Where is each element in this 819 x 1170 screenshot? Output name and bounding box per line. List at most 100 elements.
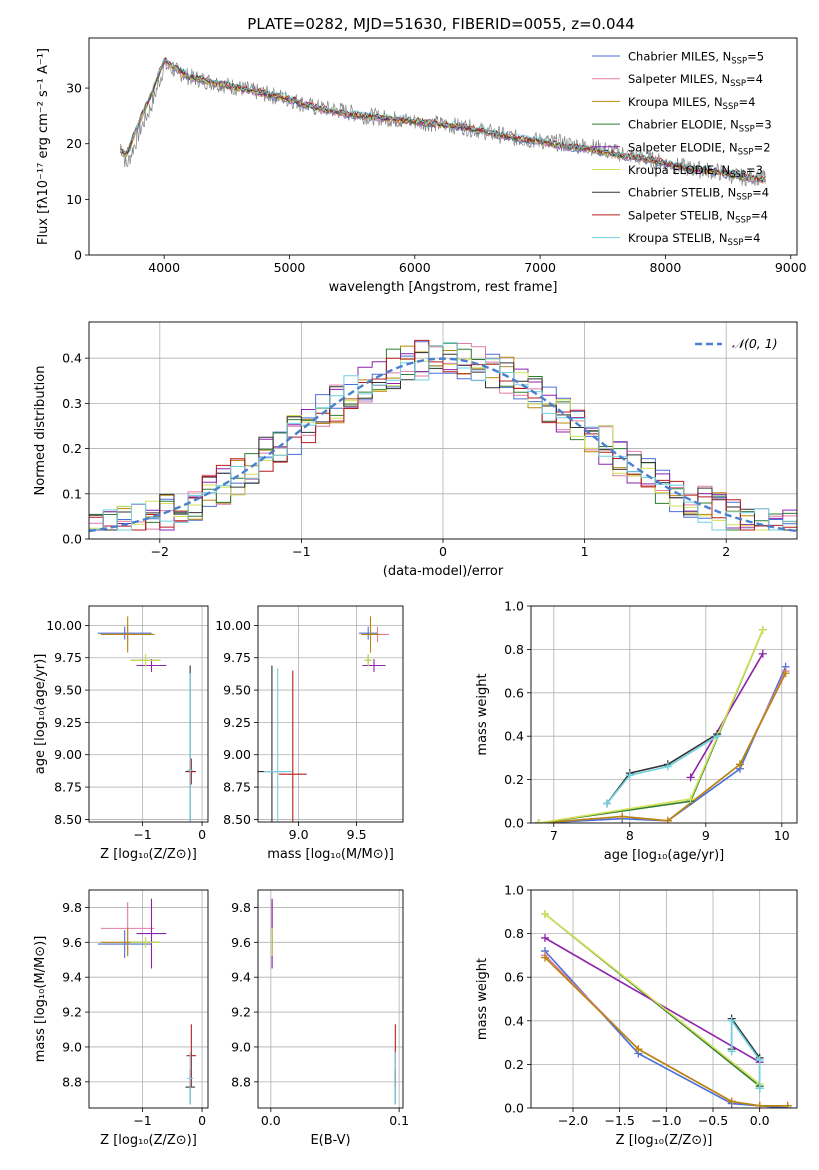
y-axis-label: age [log₁₀(age/yr)]: [33, 654, 48, 775]
mass-weight-marker: [727, 1047, 736, 1056]
mass-weight-line: [544, 913, 761, 1085]
y-tick-label: 9.4: [62, 970, 82, 985]
legend-label: Salpeter MILES, NSSP=4: [628, 72, 763, 89]
x-tick-label: 9.5: [347, 827, 367, 842]
mass-weight-marker: [781, 669, 790, 678]
y-tick-label: 10.00: [215, 618, 251, 633]
x-tick-label: −2: [151, 544, 169, 559]
mass-weight-marker: [727, 1016, 736, 1025]
mass-weight-marker: [755, 1084, 764, 1093]
y-tick-label: 0: [74, 248, 82, 263]
legend-label: Kroupa STELIB, NSSP=4: [628, 231, 760, 248]
plot-area: [119, 56, 766, 187]
axes-frame: [257, 605, 404, 823]
mass-weight-line: [538, 629, 764, 823]
legend-ssp-value: =5: [747, 50, 764, 64]
y-axis-label: mass [log₁₀(M/M⊙)]: [33, 936, 48, 1063]
legend-label: Chabrier MILES, NSSP=5: [628, 50, 764, 67]
x-tick-label: 7000: [524, 260, 556, 275]
mass-weight-marker: [758, 649, 767, 658]
y-tick-label: 9.50: [223, 683, 251, 698]
plot-area: [258, 606, 403, 822]
x-axis-label: E(B-V): [310, 1133, 350, 1148]
y-tick-label: 1.0: [504, 883, 524, 898]
axes-frame: [530, 605, 798, 824]
y-tick-label: 0.0: [504, 1101, 524, 1116]
y-tick-label: 30: [66, 81, 82, 96]
panel-mass_weight_vs_Z: −2.0 −1.5 −1.0 −0.5 0.0 0.0 0.2 0.4 0.6 0.8 1.0 Z […: [475, 883, 798, 1148]
model-spectrum-line: [120, 59, 766, 183]
mass-weight-marker: [541, 953, 549, 962]
x-axis-label: Z [log₁₀(Z/Z⊙)]: [616, 1133, 713, 1148]
y-tick-label: 9.50: [54, 683, 82, 698]
y-tick-label: 9.6: [62, 935, 82, 950]
y-tick-label: 9.4: [231, 970, 251, 985]
y-tick-label: 10: [66, 192, 82, 207]
x-axis-label: mass [log₁₀(M/M⊙)]: [267, 847, 394, 862]
y-tick-label: 9.8: [62, 900, 82, 915]
y-tick-label: 9.0: [231, 1039, 251, 1054]
plot-area: [531, 890, 797, 1108]
axes-frame: [88, 321, 798, 540]
mass-weight-line: [538, 672, 787, 823]
residual-legend: 𝒩(0, 1): [695, 336, 778, 351]
x-axis-label: wavelength [Angstrom, rest frame]: [329, 280, 558, 295]
legend-label: Chabrier ELODIE, NSSP=3: [628, 118, 772, 135]
plot-area: [89, 890, 208, 1108]
mass-weight-line: [730, 1018, 761, 1089]
axes-frame: [530, 889, 798, 1109]
x-axis-label: Z [log₁₀(Z/Z⊙)]: [100, 847, 197, 862]
y-tick-label: 8.8: [62, 1074, 82, 1089]
x-tick-label: −1.0: [651, 1113, 681, 1128]
legend-ssp-value: =3: [755, 118, 772, 132]
y-tick-label: 0.2: [504, 772, 524, 787]
mass-weight-line: [606, 735, 718, 805]
y-tick-label: 20: [66, 136, 82, 151]
y-tick-label: 0.4: [62, 351, 82, 366]
axes-frame: [88, 889, 209, 1109]
y-tick-label: 0.6: [504, 970, 524, 985]
mass-weight-marker: [755, 1101, 764, 1108]
panels: 4000 5000 6000 7000 8000 90000102030wavelengt…: [33, 37, 807, 1148]
panel-age_vs_mass: 9.0 9.5 8.50 8.75 9.00 9.25 9.50 9.75 10.00 mass …: [215, 605, 404, 862]
legend-model-name: Kroupa MILES, N: [628, 95, 723, 109]
legend-model-name: Salpeter MILES, N: [628, 72, 730, 86]
legend-model-name: Salpeter STELIB, N: [628, 208, 735, 222]
mass-weight-marker: [634, 1045, 643, 1054]
x-tick-label: 0.0: [750, 1113, 770, 1128]
axes-frame: [88, 605, 209, 823]
legend-model-name: Salpeter ELODIE, N: [628, 140, 738, 154]
mass-weight-marker: [663, 762, 672, 771]
model-spectrum-line: [120, 58, 766, 182]
y-tick-label: 9.6: [231, 935, 251, 950]
mass-weight-marker: [618, 812, 627, 821]
legend-ssp-sub: SSP: [730, 79, 746, 89]
mass-weight-marker: [686, 795, 695, 804]
mass-weight-line: [544, 937, 761, 1063]
mass-weight-marker: [686, 773, 695, 782]
mass-weight-marker: [603, 799, 611, 808]
x-tick-label: −0.5: [698, 1113, 728, 1128]
x-tick-label: −1: [133, 827, 151, 842]
y-tick-label: 0.0: [62, 532, 82, 547]
y-tick-label: 9.75: [223, 650, 251, 665]
mass-weight-marker: [736, 760, 744, 769]
x-tick-label: 7: [550, 828, 558, 843]
y-tick-label: 9.8: [231, 900, 251, 915]
legend-ssp-sub: SSP: [728, 238, 744, 248]
legend-model-name: Chabrier ELODIE, N: [628, 118, 739, 132]
x-tick-label: −1: [292, 544, 310, 559]
plot-area: [258, 890, 403, 1108]
y-tick-label: 9.00: [223, 747, 251, 762]
y-tick-label: 8.75: [54, 780, 82, 795]
y-tick-label: 0.3: [62, 396, 82, 411]
mass-weight-marker: [758, 625, 767, 634]
legend-ssp-value: =4: [738, 95, 755, 109]
x-tick-label: 5000: [274, 260, 306, 275]
residual-histogram-step: [89, 358, 797, 531]
x-tick-label: 0: [198, 1113, 206, 1128]
x-tick-label: −1.5: [604, 1113, 634, 1128]
x-tick-label: 4000: [148, 260, 180, 275]
x-tick-label: 8000: [650, 260, 682, 275]
